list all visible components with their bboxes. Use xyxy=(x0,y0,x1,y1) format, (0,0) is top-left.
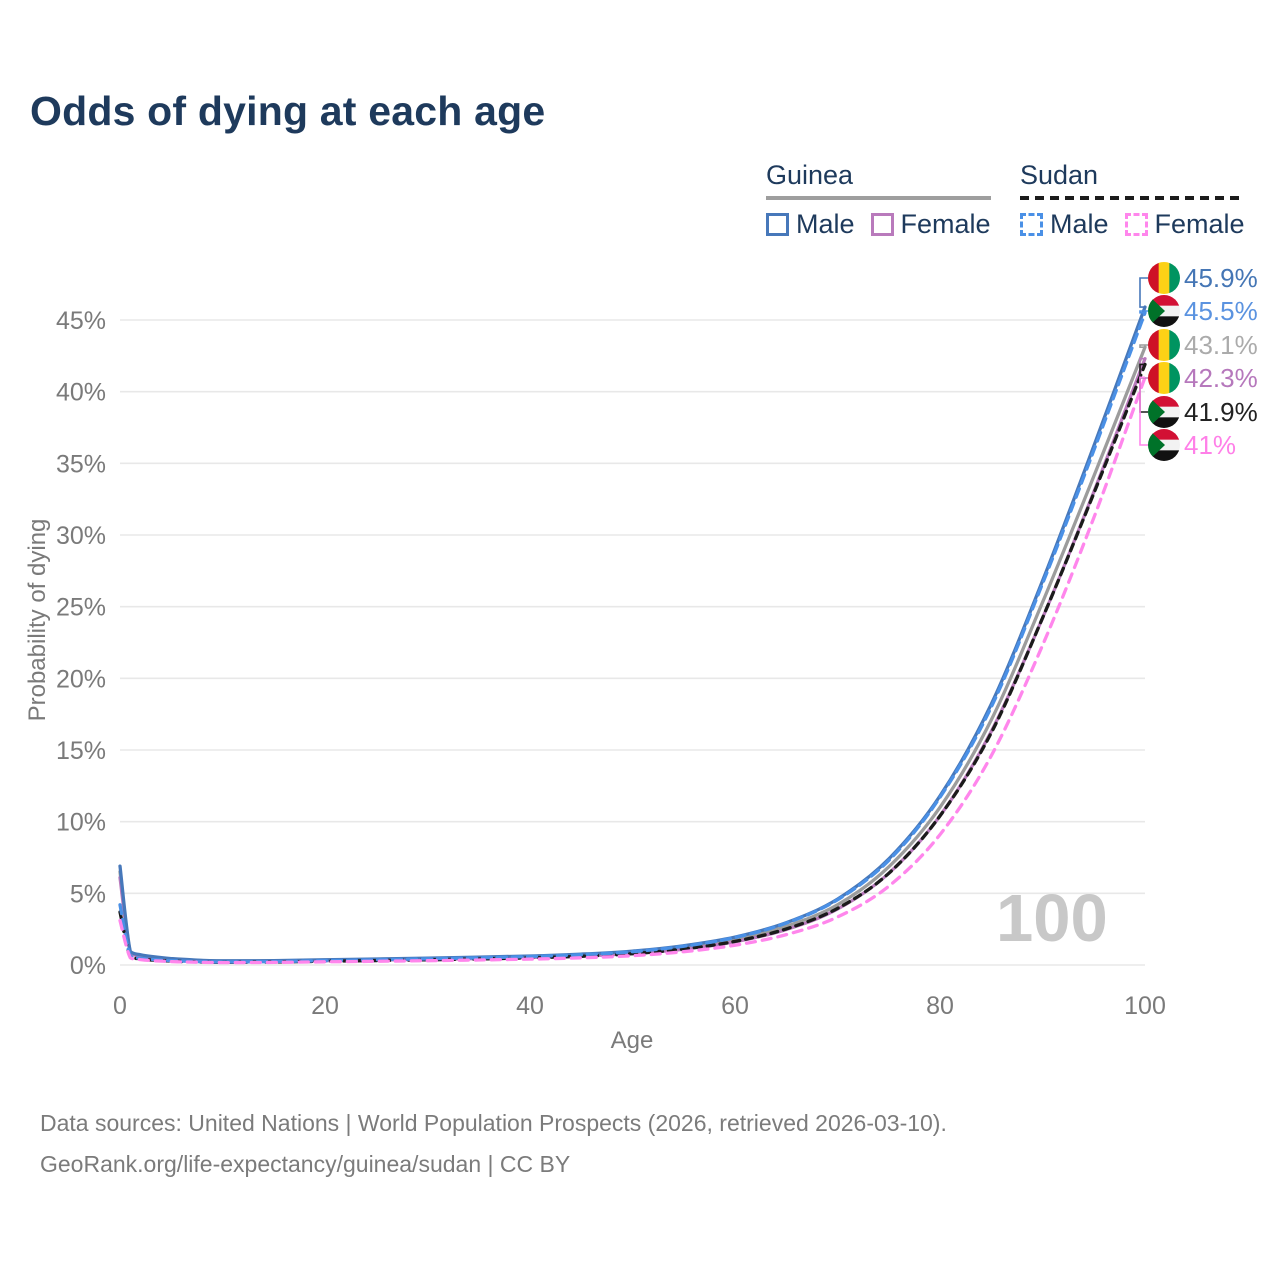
sudan-flag-icon xyxy=(1148,429,1180,461)
sudan-flag-icon xyxy=(1148,396,1180,428)
series-line-sudan-average[interactable] xyxy=(118,362,1147,964)
guinea-flag-icon xyxy=(1148,329,1180,361)
x-axis-title: Age xyxy=(611,1027,654,1054)
sudan-male-swatch-icon xyxy=(1020,213,1043,236)
legend-label: Male xyxy=(796,209,855,239)
legend-guinea-title: Guinea xyxy=(766,160,854,190)
guinea-flag-icon xyxy=(1148,262,1180,294)
source-url-line: GeoRank.org/life-expectancy/guinea/sudan… xyxy=(40,1151,571,1177)
legend-sudan-title: Sudan xyxy=(1020,160,1099,190)
series-line-guinea-female[interactable] xyxy=(118,357,1147,964)
y-tick-label: 45% xyxy=(56,307,106,335)
sudan-flag-icon xyxy=(1148,295,1180,327)
end-label-guinea-male: 45.9% xyxy=(1184,263,1258,293)
y-tick-label: 0% xyxy=(70,952,106,980)
legend-item-guinea-male[interactable]: Male xyxy=(766,209,855,240)
y-axis-tick-labels: 0% 5% 10% 15% 20% 25% 30% 35% 40% 45% xyxy=(56,307,106,980)
end-label-sudan-average: 41.9% xyxy=(1184,397,1258,427)
x-tick-label: 20 xyxy=(311,992,339,1020)
y-tick-label: 15% xyxy=(56,737,106,765)
legend-sudan-linestyle-sample xyxy=(1020,196,1245,200)
legend-label: Male xyxy=(1050,209,1109,239)
series-line-guinea-average[interactable] xyxy=(118,345,1147,963)
y-tick-label: 5% xyxy=(70,880,106,908)
y-axis-title: Probability of dying xyxy=(24,519,51,722)
guinea-male-swatch-icon xyxy=(766,213,789,236)
attribution-footer: Data sources: United Nations | World Pop… xyxy=(40,1103,947,1185)
legend-label: Female xyxy=(1154,209,1245,239)
label-connector xyxy=(1139,344,1148,348)
end-label-guinea-female: 42.3% xyxy=(1184,363,1258,393)
legend-group-sudan: Sudan Male Female xyxy=(1020,160,1245,240)
series-line-sudan-male[interactable] xyxy=(118,311,1147,964)
y-tick-label: 25% xyxy=(56,594,106,622)
series-line-guinea-male[interactable] xyxy=(118,305,1147,963)
legend-guinea-linestyle-sample xyxy=(766,196,991,200)
end-label-sudan-female: 41% xyxy=(1184,430,1236,460)
x-axis-tick-labels: 0 20 40 60 80 100 xyxy=(113,992,1166,1020)
gridlines xyxy=(120,319,1145,966)
y-tick-label: 40% xyxy=(56,379,106,407)
legend-item-sudan-female[interactable]: Female xyxy=(1124,209,1245,240)
y-tick-label: 20% xyxy=(56,665,106,693)
page-title: Odds of dying at each age xyxy=(30,88,546,134)
label-connector xyxy=(1139,376,1148,446)
age-watermark: 100 xyxy=(996,881,1108,956)
x-tick-label: 100 xyxy=(1124,992,1166,1020)
data-source-line: Data sources: United Nations | World Pop… xyxy=(40,1110,947,1136)
legend-item-guinea-female[interactable]: Female xyxy=(870,209,991,240)
legend-label: Female xyxy=(900,209,991,239)
label-connector xyxy=(1139,310,1148,314)
guinea-female-swatch-icon xyxy=(870,213,894,236)
x-tick-label: 80 xyxy=(926,992,954,1020)
legend-item-sudan-male[interactable]: Male xyxy=(1020,209,1109,240)
y-tick-label: 30% xyxy=(56,522,106,550)
guinea-flag-icon xyxy=(1148,362,1180,394)
data-series-lines xyxy=(118,305,1147,965)
end-label-sudan-male: 45.5% xyxy=(1184,296,1258,326)
x-tick-label: 40 xyxy=(516,992,544,1020)
end-label-guinea-average: 43.1% xyxy=(1184,330,1258,360)
legend-group-guinea: Guinea Male Female xyxy=(766,160,991,240)
x-tick-label: 60 xyxy=(721,992,749,1020)
x-tick-label: 0 xyxy=(113,992,127,1020)
y-tick-label: 35% xyxy=(56,450,106,478)
y-tick-label: 10% xyxy=(56,809,106,837)
label-connector xyxy=(1139,277,1148,308)
series-end-labels: 45.9%45.5% 43.1%42.3% 41.9%41% xyxy=(1139,262,1258,461)
sudan-female-swatch-icon xyxy=(1124,213,1148,236)
series-line-sudan-female[interactable] xyxy=(118,375,1147,965)
